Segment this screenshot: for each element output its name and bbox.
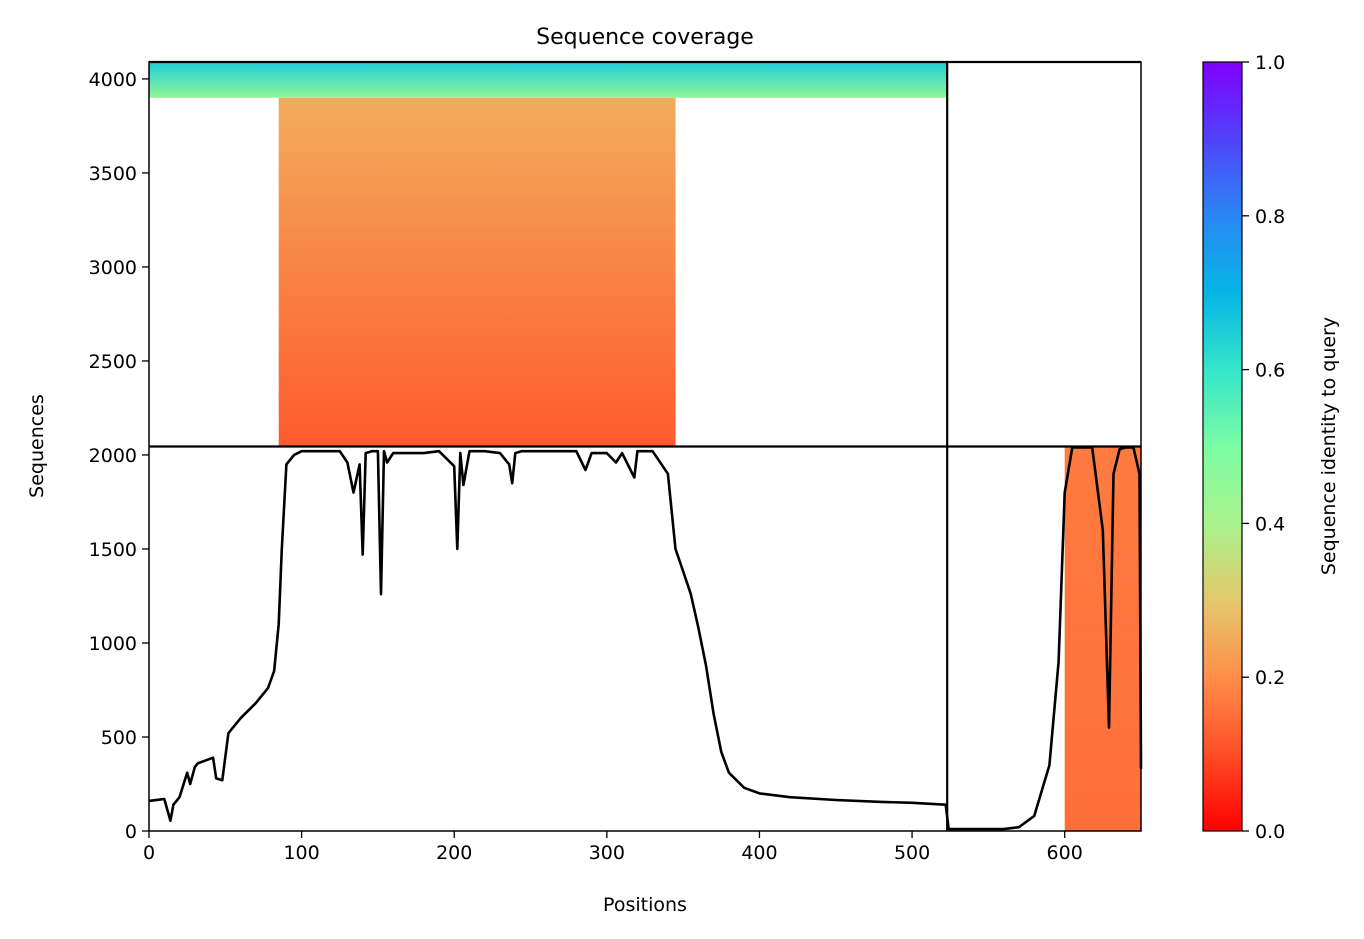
coverage-block-chain-1-paired <box>278 97 676 447</box>
coverage-line-layer <box>148 446 1143 831</box>
y-tick-label: 4000 <box>89 69 137 91</box>
x-tick-label: 300 <box>589 842 625 864</box>
colorbar: 0.0 0.2 0.4 0.6 0.8 1.0 Sequence identity to … <box>1202 52 1340 843</box>
y-tick-label: 2500 <box>89 351 137 373</box>
colorbar-tick-label: 0.2 <box>1255 667 1285 689</box>
y-tick-label: 1500 <box>89 539 137 561</box>
coverage-block-chain-1-high-identity <box>149 62 948 98</box>
x-tick-label: 400 <box>741 842 777 864</box>
y-axis: 0 500 1000 1500 2000 2500 3000 3500 4000 <box>89 69 149 843</box>
colorbar-tick-label: 1.0 <box>1255 52 1285 74</box>
coverage-block-chain-2 <box>1064 446 1141 831</box>
colorbar-tick-label: 0.6 <box>1255 360 1285 382</box>
y-tick-label: 1000 <box>89 633 137 655</box>
x-axis: 0 100 200 300 400 500 600 <box>143 831 1083 864</box>
colorbar-ticks: 0.0 0.2 0.4 0.6 0.8 1.0 <box>1242 52 1285 843</box>
y-axis-label: Sequences <box>26 394 48 498</box>
y-tick-label: 500 <box>101 727 137 749</box>
plot-frame <box>148 61 1142 832</box>
x-tick-label: 600 <box>1047 842 1083 864</box>
x-tick-label: 500 <box>894 842 930 864</box>
y-tick-label: 2000 <box>89 445 137 467</box>
plot-area <box>148 60 1143 832</box>
colorbar-tick-label: 0.4 <box>1255 513 1285 535</box>
colorbar-label: Sequence identity to query <box>1318 317 1340 575</box>
y-tick-label: 3000 <box>89 257 137 279</box>
x-axis-label: Positions <box>603 894 687 916</box>
y-tick-label: 3500 <box>89 163 137 185</box>
coverage-line <box>148 446 1143 831</box>
chart-title: Sequence coverage <box>536 25 754 50</box>
x-tick-label: 200 <box>436 842 472 864</box>
coverage-heatmap <box>149 62 1141 831</box>
colorbar-tick-label: 0.8 <box>1255 206 1285 228</box>
colorbar-tick-label: 0.0 <box>1255 821 1285 843</box>
y-tick-label: 0 <box>125 821 137 843</box>
x-tick-label: 0 <box>143 842 155 864</box>
x-tick-label: 100 <box>283 842 319 864</box>
colorbar-gradient <box>1202 61 1243 832</box>
